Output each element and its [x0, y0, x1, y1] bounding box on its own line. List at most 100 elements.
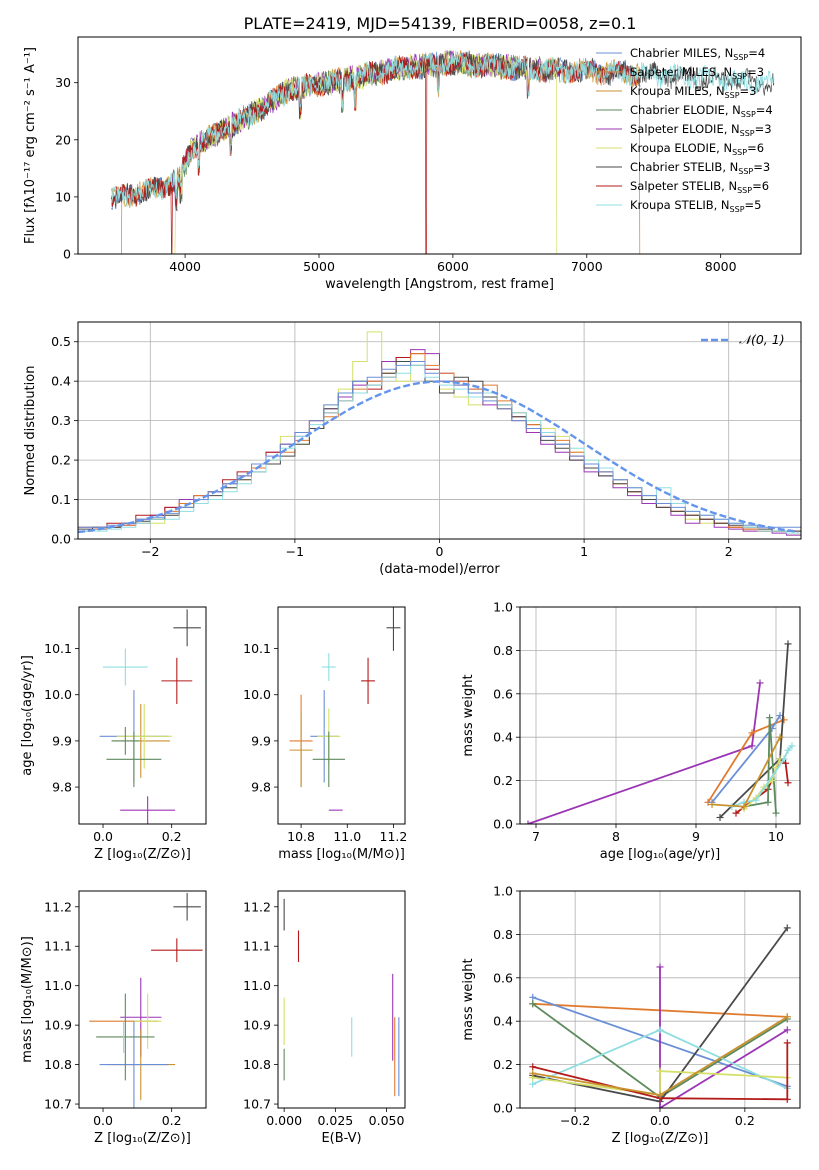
y-tick-label-1: 10	[55, 189, 71, 204]
y-axis-label: mass [log₁₀(M/M⊙)]	[20, 936, 35, 1063]
x-tick-label-4: 2	[725, 544, 733, 559]
mass-weight-marker-ss-3	[783, 1039, 791, 1047]
errorbar-point-cs-0	[386, 607, 401, 651]
legend-label-ss: Salpeter STELIB, NSSP=6	[630, 179, 769, 195]
x-tick-label-0: −2	[141, 544, 159, 559]
legend-label-cs: Chabrier STELIB, NSSP=3	[630, 160, 770, 176]
errorbar-point-ss-1	[151, 938, 203, 963]
y-tick-label-4: 11.1	[44, 939, 72, 954]
plot-area-mass-vs-ebv	[283, 898, 400, 1097]
y-tick-label-1: 10.8	[243, 1057, 271, 1072]
x-tick-label-0: 4000	[169, 259, 201, 274]
y-tick-label-0: 0.0	[493, 817, 513, 832]
mass-weight-marker-ks-5	[788, 742, 796, 750]
x-tick-label-2: 11.2	[380, 829, 408, 844]
y-tick-label-5: 11.2	[44, 899, 72, 914]
y-tick-label-4: 0.8	[493, 643, 513, 658]
errorbar-point-cm-6	[99, 1021, 169, 1108]
legend-label-ke: Kroupa ELODIE, NSSP=6	[630, 141, 764, 157]
mass-weight-marker-km-2	[783, 1013, 791, 1021]
plot-area-age-vs-z	[99, 609, 201, 824]
x-tick-label-2: 0	[436, 544, 444, 559]
mass-weight-marker-se-0	[524, 820, 532, 824]
mass-weight-marker-cs-0	[716, 813, 724, 821]
errorbar-point-ce-7	[111, 727, 140, 755]
errorbar-point-ss-1	[361, 657, 375, 704]
y-axis-label: mass weight	[461, 674, 476, 756]
mass-weight-marker-ce-1	[764, 798, 772, 806]
axes-frame	[78, 890, 207, 1109]
y-tick-label-1: 0.1	[51, 492, 71, 507]
chart-mass-weight-vs-z: −0.2 0.0 0.2 0.0 0.2 0.4 0.6 0.8 1.0 Z [log₁₀(Z/Z…	[461, 884, 801, 1146]
y-tick-label-1: 10.8	[44, 1057, 72, 1072]
y-tick-label-0: 0.0	[493, 1101, 513, 1116]
x-tick-label-3: 10	[768, 829, 784, 844]
legend-label-km: Kroupa MILES, NSSP=3	[630, 84, 756, 100]
y-tick-label-3: 0.3	[51, 413, 71, 428]
mass-weight-marker-ks-4	[784, 746, 792, 754]
mass-weight-marker-ce-2	[766, 714, 774, 722]
y-tick-label-3: 0.6	[493, 970, 513, 985]
mass-weight-marker-sm-2	[780, 716, 788, 724]
y-tick-label-0: 0	[63, 247, 71, 262]
plot-area-age-vs-mass	[289, 607, 401, 811]
x-axis-label: Z [log₁₀(Z/Z⊙)]	[94, 847, 191, 862]
x-axis-label: age [log₁₀(age/yr)]	[600, 847, 721, 862]
legend-label-se: Salpeter ELODIE, NSSP=3	[630, 122, 772, 138]
x-tick-label-1: −1	[286, 544, 304, 559]
axes-frame	[277, 606, 406, 825]
legend-label-ce: Chabrier ELODIE, NSSP=4	[630, 103, 773, 119]
y-tick-label-4: 0.4	[51, 374, 71, 389]
x-tick-label-1: 0.0	[650, 1113, 670, 1128]
legend-label-cm: Chabrier MILES, NSSP=4	[630, 46, 765, 62]
mass-weight-marker-ss-0	[732, 809, 740, 817]
y-tick-label-2: 0.4	[493, 1014, 513, 1029]
mass-weight-marker-ss-2	[783, 1095, 791, 1103]
mass-weight-marker-km-0	[708, 800, 716, 808]
y-axis-label: age [log₁₀(age/yr)]	[20, 655, 35, 776]
y-tick-label-1: 0.2	[493, 773, 513, 788]
mass-weight-marker-cs-2	[784, 640, 792, 648]
y-tick-label-5: 1.0	[493, 600, 513, 615]
x-axis-label: mass [log₁₀(M/M⊙)]	[278, 847, 405, 862]
chart-spectrum: 4000 5000 6000 7000 8000 0 10 20 30 wavelength [A…	[23, 36, 802, 292]
x-tick-label-0: 0.0	[93, 829, 113, 844]
errorbar-point-ks-2	[321, 653, 336, 681]
x-tick-label-0: −0.2	[560, 1113, 590, 1128]
y-tick-label-0: 9.8	[251, 780, 271, 795]
plot-area-spectrum	[111, 50, 775, 254]
mass-weight-line-se	[659, 967, 788, 1108]
spectrum-line-ke	[174, 50, 558, 254]
mass-weight-marker-ks-0	[529, 1080, 537, 1088]
axes-frame	[78, 606, 207, 825]
x-tick-label-1: 0.2	[162, 829, 182, 844]
y-tick-label-0: 0.0	[51, 532, 71, 547]
y-tick-label-5: 1.0	[493, 884, 513, 899]
figure-title: PLATE=2419, MJD=54139, FIBERID=0058, z=0…	[244, 14, 637, 33]
errorbar-point-cs-0	[173, 609, 201, 647]
mass-weight-marker-ce-3	[772, 809, 780, 817]
axes-frame	[519, 890, 801, 1109]
y-axis-label: Normed distribution	[23, 366, 38, 496]
y-tick-label-1: 9.9	[52, 733, 72, 748]
normal-curve	[78, 380, 799, 534]
mass-weight-marker-km-2	[776, 733, 784, 741]
mass-weight-marker-ce-0	[529, 1000, 537, 1008]
x-tick-label-1: 0.025	[317, 1113, 353, 1128]
x-tick-label-0: 7	[532, 829, 540, 844]
spectrum-line-ks	[111, 50, 775, 207]
errorbar-point-ce-7	[312, 731, 345, 788]
chart-age-vs-z: 0.0 0.2 9.8 9.9 10.0 10.1 Z [log₁₀(Z/Z⊙)] age […	[20, 606, 207, 862]
y-axis-label: mass weight	[461, 958, 476, 1040]
x-tick-label-1: 11.0	[333, 829, 361, 844]
y-tick-label-3: 11.0	[44, 978, 72, 993]
mass-weight-marker-ss-3	[782, 759, 790, 767]
y-axis-label: Flux [fλ10⁻¹⁷ erg cm⁻² s⁻¹ A⁻¹]	[23, 47, 38, 244]
y-tick-label-5: 0.5	[51, 334, 71, 349]
errorbar-point-se-9	[120, 796, 176, 824]
x-tick-label-2: 9	[692, 829, 700, 844]
plot-area-mass-weight-vs-age	[524, 640, 796, 824]
y-tick-label-3: 30	[55, 75, 71, 90]
x-tick-label-0: 0.0	[93, 1113, 113, 1128]
